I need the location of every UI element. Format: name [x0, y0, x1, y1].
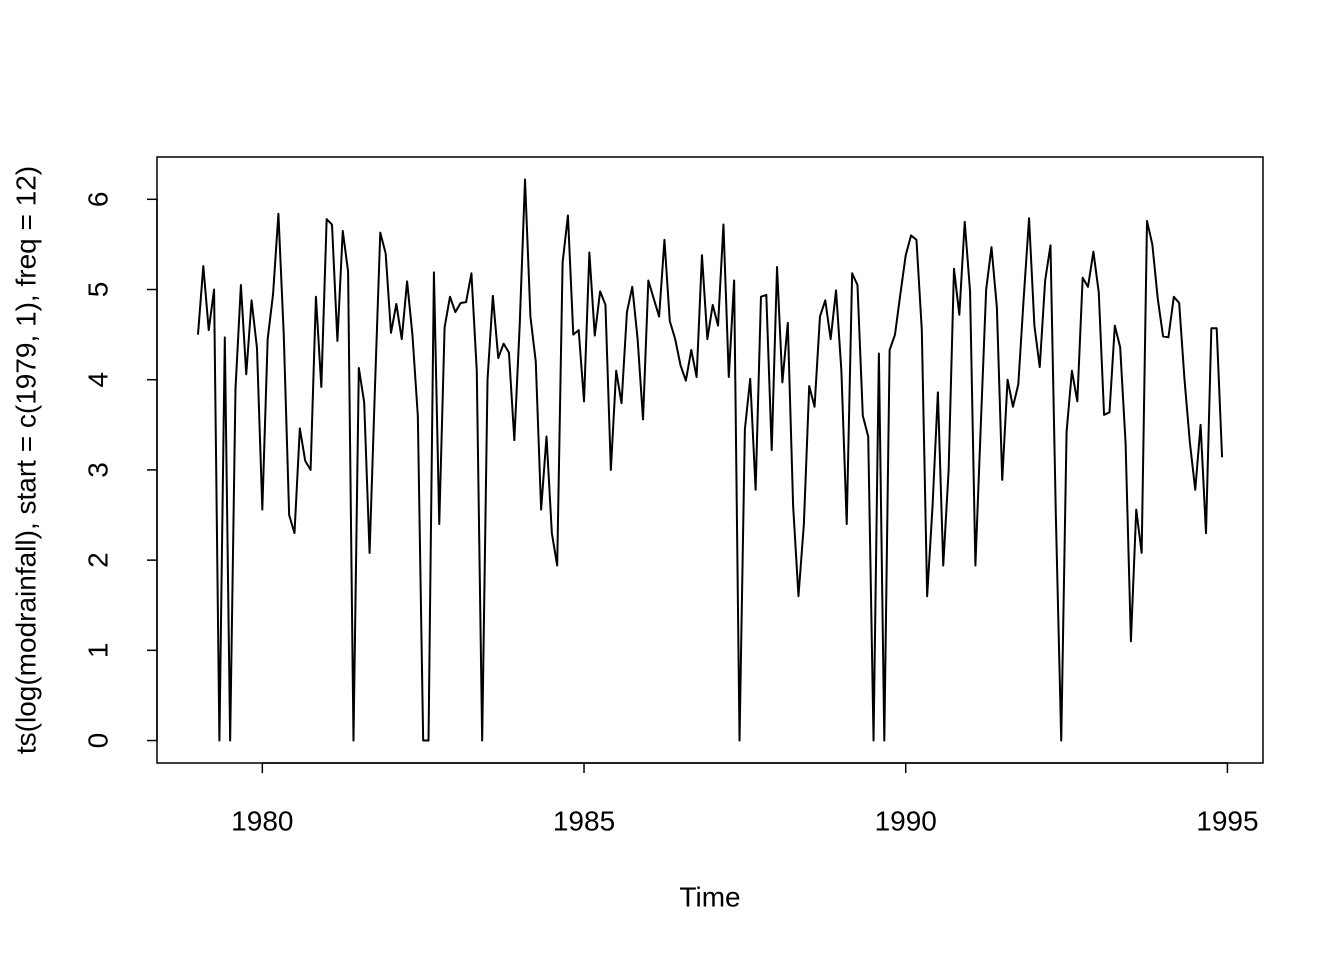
x-tick-label: 1980	[231, 805, 293, 836]
y-tick-label: 1	[82, 643, 113, 659]
y-tick-label: 6	[82, 192, 113, 208]
y-tick-label: 2	[82, 552, 113, 568]
y-axis-label: ts(log(modrainfall), start = c(1979, 1),…	[10, 166, 41, 754]
y-tick-label: 4	[82, 372, 113, 388]
x-axis-label: Time	[679, 881, 740, 912]
y-tick-label: 0	[82, 733, 113, 749]
plot-frame	[156, 156, 1264, 764]
y-tick-label: 3	[82, 462, 113, 478]
y-tick-label: 5	[82, 282, 113, 298]
x-tick-label: 1995	[1196, 805, 1258, 836]
series-line	[196, 178, 1224, 742]
x-tick-label: 1990	[875, 805, 937, 836]
x-tick-label: 1985	[553, 805, 615, 836]
